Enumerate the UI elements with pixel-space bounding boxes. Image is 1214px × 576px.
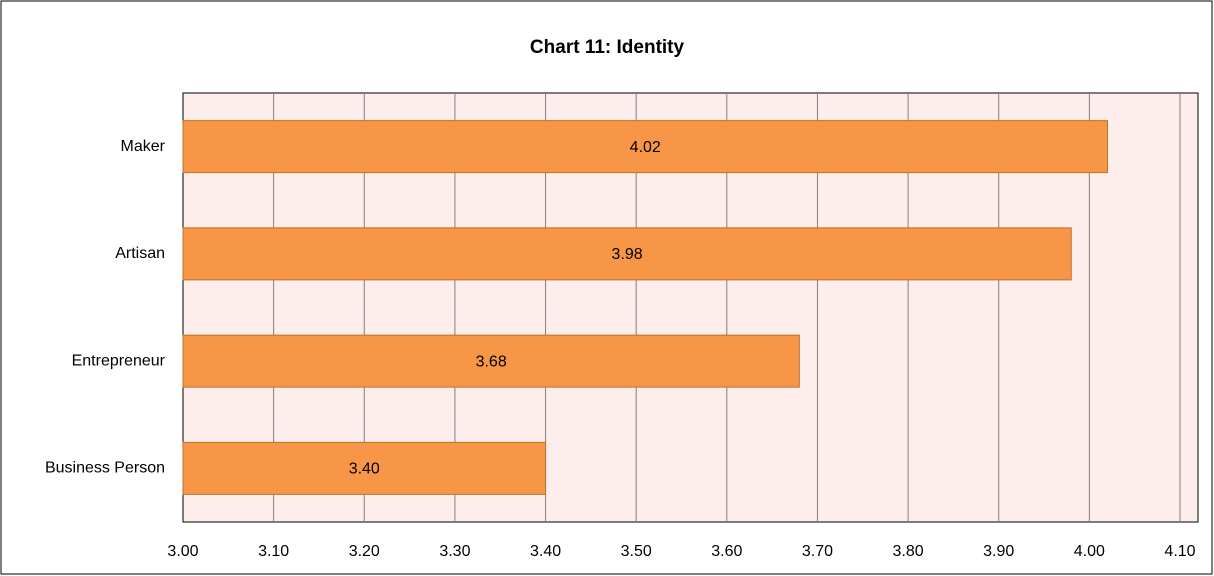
- x-tick-label: 3.90: [983, 543, 1014, 560]
- x-tick-label: 3.30: [439, 543, 470, 560]
- x-tick-label: 3.70: [802, 543, 833, 560]
- x-tick-label: 3.80: [893, 543, 924, 560]
- y-tick-label: Maker: [121, 138, 166, 155]
- x-tick-label: 3.50: [621, 543, 652, 560]
- y-tick-label: Business Person: [45, 460, 165, 477]
- bar: [182, 227, 1072, 281]
- x-tick-label: 4.00: [1074, 543, 1105, 560]
- data-label: 4.02: [630, 139, 661, 156]
- y-tick-label: Entrepreneur: [72, 352, 166, 369]
- chart-title: Chart 11: Identity: [530, 37, 685, 58]
- x-tick-label: 3.40: [530, 543, 561, 560]
- x-tick-label: 3.20: [349, 543, 380, 560]
- x-tick-label: 4.10: [1164, 543, 1195, 560]
- bar: [182, 334, 800, 388]
- bar: [182, 441, 547, 495]
- data-label: 3.68: [476, 353, 507, 370]
- x-tick-label: 3.10: [258, 543, 289, 560]
- data-label: 3.98: [612, 246, 643, 263]
- data-label: 3.40: [349, 461, 380, 478]
- y-tick-label: Artisan: [115, 245, 165, 262]
- x-tick-label: 3.00: [167, 543, 198, 560]
- x-tick-label: 3.60: [711, 543, 742, 560]
- bar: [182, 120, 1108, 174]
